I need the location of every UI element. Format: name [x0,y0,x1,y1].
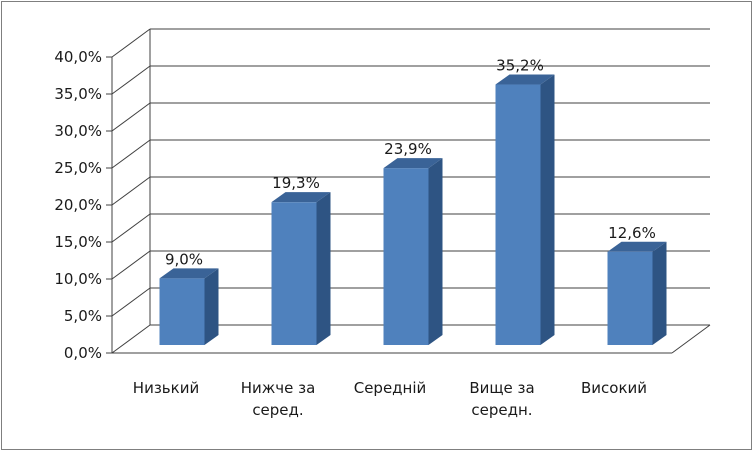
gridlines [111,28,710,317]
y-tick-label: 20,0% [54,196,102,214]
gridline-side [111,213,151,243]
bars [159,74,667,346]
x-category-label: Низький [133,379,199,397]
y-tick-label: 25,0% [54,159,102,177]
x-category-label: Високий [581,379,647,397]
y-tick-label: 0,0% [64,344,102,362]
x-category-label: Середній [354,379,427,397]
data-label: 12,6% [608,224,656,242]
data-label: 19,3% [272,174,320,192]
x-category-label: Нижче за серед. [241,379,316,419]
bar-side [652,241,667,345]
floor-edge-left [111,324,151,354]
bar-top [607,241,667,252]
bar-side [316,192,331,345]
gridline-side [111,287,151,317]
bar-side [540,74,555,346]
bar-top [271,192,331,203]
floor-edge-right [671,324,711,354]
bar [607,251,653,345]
y-tick-label: 10,0% [54,270,102,288]
gridline-side [111,139,151,169]
bar-top [495,74,555,85]
data-label: 23,9% [384,140,432,158]
bar-top [383,158,443,169]
y-tick-label: 30,0% [54,122,102,140]
y-tick-label: 40,0% [54,48,102,66]
bar-top [159,268,219,279]
y-tick-label: 5,0% [64,307,102,325]
y-tick-label: 15,0% [54,233,102,251]
gridline-side [111,65,151,95]
data-label: 35,2% [496,57,544,75]
data-label: 9,0% [165,250,203,268]
gridline-side [111,250,151,280]
gridline-side [111,102,151,132]
bar [271,202,317,345]
bar-side [428,158,443,345]
labels: 9,0% Низький 19,3% Нижче за серед. 23,9% Серед… [133,57,656,419]
x-category-label: Вище за середн. [469,379,534,419]
bar [383,168,429,345]
bar-side [204,268,219,345]
gridline-side [111,176,151,206]
gridline-side [111,28,151,58]
y-tick-label: 35,0% [54,85,102,103]
y-axis: 0,0% 5,0% 10,0% 15,0% 20,0% 25,0% 30,0% 35,0% 40… [54,29,711,362]
bar [495,84,541,346]
bar [159,278,205,345]
